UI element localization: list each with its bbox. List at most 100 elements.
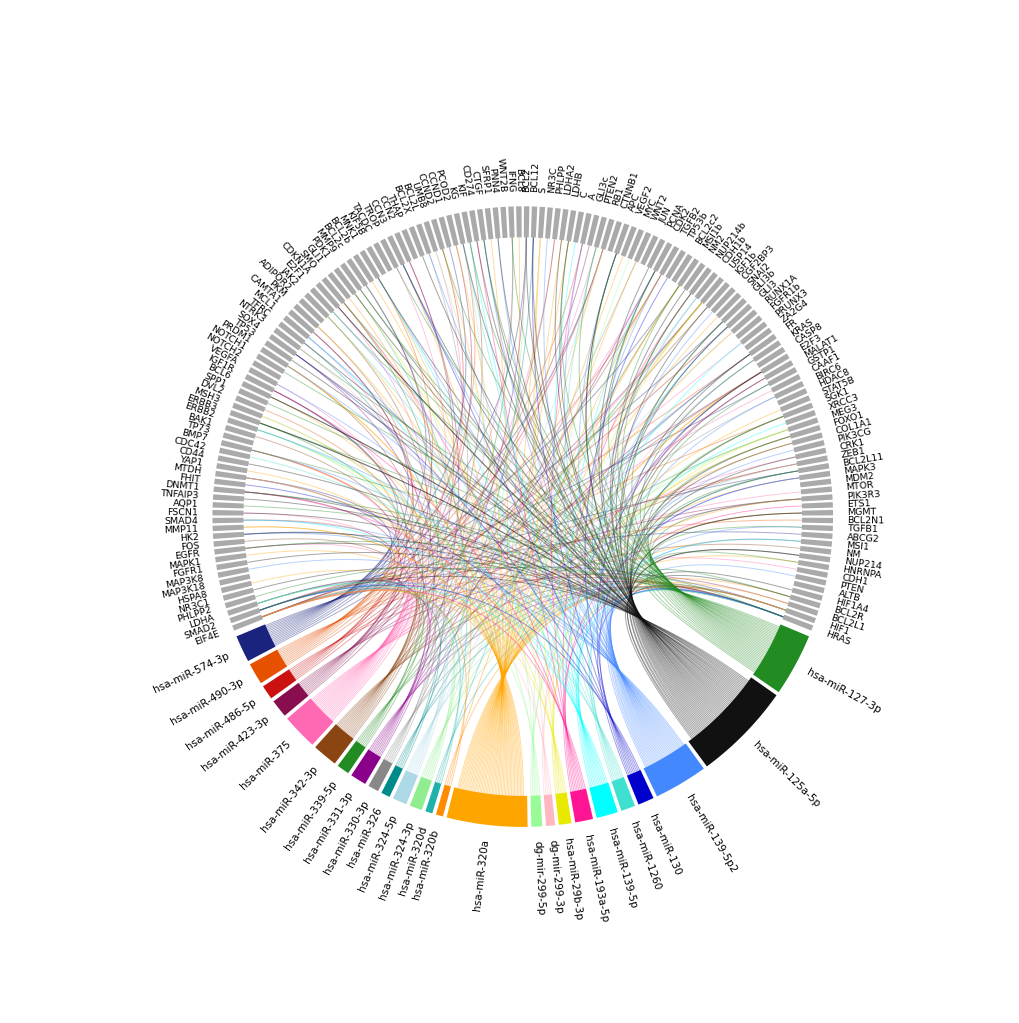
Text: CD44: CD44 xyxy=(177,446,205,459)
PathPatch shape xyxy=(492,208,500,238)
Text: VEGF2: VEGF2 xyxy=(635,183,654,215)
PathPatch shape xyxy=(796,455,827,466)
PathPatch shape xyxy=(688,677,775,766)
Text: dg-mir-299-3p: dg-mir-299-3p xyxy=(546,840,564,915)
Text: LDHB: LDHB xyxy=(571,170,584,197)
PathPatch shape xyxy=(752,624,808,693)
Text: LDHA: LDHA xyxy=(187,614,215,630)
Text: hsa-miR-324-3p: hsa-miR-324-3p xyxy=(377,819,415,900)
Text: hsa-miR-331-3p: hsa-miR-331-3p xyxy=(303,789,355,864)
PathPatch shape xyxy=(794,574,825,585)
Text: NR3C: NR3C xyxy=(546,167,557,193)
PathPatch shape xyxy=(213,539,245,547)
Text: hsa-miR-139-5p: hsa-miR-139-5p xyxy=(605,828,638,909)
PathPatch shape xyxy=(227,417,258,432)
Text: AQP1: AQP1 xyxy=(172,499,199,508)
Text: ADIPOR2: ADIPOR2 xyxy=(257,257,293,294)
Text: IGF1b: IGF1b xyxy=(734,250,758,276)
Text: hsa-miR-193a-5p: hsa-miR-193a-5p xyxy=(582,834,609,923)
Text: SNAI2: SNAI2 xyxy=(746,261,771,287)
PathPatch shape xyxy=(593,217,606,248)
PathPatch shape xyxy=(799,546,830,554)
Text: PDK1: PDK1 xyxy=(309,234,330,260)
PathPatch shape xyxy=(431,219,444,250)
PathPatch shape xyxy=(801,525,833,531)
Text: MTOR: MTOR xyxy=(845,481,873,492)
PathPatch shape xyxy=(299,298,324,323)
Text: BMP7: BMP7 xyxy=(180,429,208,444)
Text: UMB8: UMB8 xyxy=(409,181,426,210)
Text: hsa-miR-320b: hsa-miR-320b xyxy=(411,828,440,900)
PathPatch shape xyxy=(366,246,386,275)
Text: PTEN2: PTEN2 xyxy=(603,173,620,205)
Text: TNFAIP3: TNFAIP3 xyxy=(160,489,199,500)
PathPatch shape xyxy=(219,448,251,459)
Text: EGFR: EGFR xyxy=(174,549,201,561)
PathPatch shape xyxy=(353,254,374,282)
Text: LDHA2: LDHA2 xyxy=(562,163,576,195)
PathPatch shape xyxy=(445,215,459,246)
PathPatch shape xyxy=(216,560,248,570)
PathPatch shape xyxy=(720,298,746,323)
Text: SOX4: SOX4 xyxy=(235,310,261,331)
PathPatch shape xyxy=(801,502,833,508)
Text: KG: KG xyxy=(445,185,458,201)
Text: NM: NM xyxy=(844,549,860,560)
PathPatch shape xyxy=(224,425,256,439)
PathPatch shape xyxy=(789,425,820,439)
Text: EIF4E: EIF4E xyxy=(194,629,221,647)
Text: MAPK3: MAPK3 xyxy=(843,462,876,476)
PathPatch shape xyxy=(282,315,310,340)
PathPatch shape xyxy=(773,381,803,399)
PathPatch shape xyxy=(643,744,703,796)
Text: TGFB1: TGFB1 xyxy=(846,525,877,535)
PathPatch shape xyxy=(469,210,479,241)
Text: SFRP1: SFRP1 xyxy=(478,164,490,194)
Text: MYC: MYC xyxy=(642,196,658,219)
Text: NM2: NM2 xyxy=(707,233,727,255)
PathPatch shape xyxy=(423,221,438,252)
Text: CCND2: CCND2 xyxy=(415,172,433,207)
PathPatch shape xyxy=(401,229,418,260)
Text: hsa-miR-320d: hsa-miR-320d xyxy=(397,825,429,896)
PathPatch shape xyxy=(652,242,672,272)
Text: hsa-miR-1260: hsa-miR-1260 xyxy=(628,820,661,892)
Text: hsa-miR-127-3p: hsa-miR-127-3p xyxy=(805,667,882,716)
PathPatch shape xyxy=(782,615,812,630)
PathPatch shape xyxy=(264,341,292,362)
Text: hsa-miR-375: hsa-miR-375 xyxy=(238,739,292,791)
PathPatch shape xyxy=(516,207,521,237)
PathPatch shape xyxy=(222,433,254,446)
PathPatch shape xyxy=(409,226,424,257)
PathPatch shape xyxy=(756,347,785,368)
PathPatch shape xyxy=(248,367,278,387)
Text: HNRNPA: HNRNPA xyxy=(842,566,881,581)
Text: PHLPP: PHLPP xyxy=(554,165,567,194)
PathPatch shape xyxy=(425,782,441,813)
PathPatch shape xyxy=(215,471,247,480)
Text: NR3C1: NR3C1 xyxy=(177,597,211,615)
Text: MMP9: MMP9 xyxy=(314,227,337,255)
PathPatch shape xyxy=(252,360,281,381)
PathPatch shape xyxy=(780,395,810,412)
Text: hsa-miR-490-3p: hsa-miR-490-3p xyxy=(169,677,246,727)
PathPatch shape xyxy=(237,388,268,405)
Text: BCL2c: BCL2c xyxy=(320,221,344,251)
Text: PKM: PKM xyxy=(267,279,287,300)
PathPatch shape xyxy=(263,669,297,699)
Text: GLI3c: GLI3c xyxy=(595,174,610,203)
PathPatch shape xyxy=(214,546,246,554)
PathPatch shape xyxy=(791,433,822,446)
Text: TACDC: TACDC xyxy=(350,201,372,233)
PathPatch shape xyxy=(530,795,542,827)
Text: ERBB3: ERBB3 xyxy=(185,393,218,412)
PathPatch shape xyxy=(360,250,380,279)
PathPatch shape xyxy=(800,487,832,494)
Text: SMAD4: SMAD4 xyxy=(164,517,198,526)
Text: HSPA8: HSPA8 xyxy=(176,589,208,606)
Text: FOS: FOS xyxy=(180,541,200,551)
Text: TROP: TROP xyxy=(360,203,380,229)
PathPatch shape xyxy=(315,282,339,309)
Text: IFNG: IFNG xyxy=(504,170,515,192)
PathPatch shape xyxy=(627,229,643,260)
